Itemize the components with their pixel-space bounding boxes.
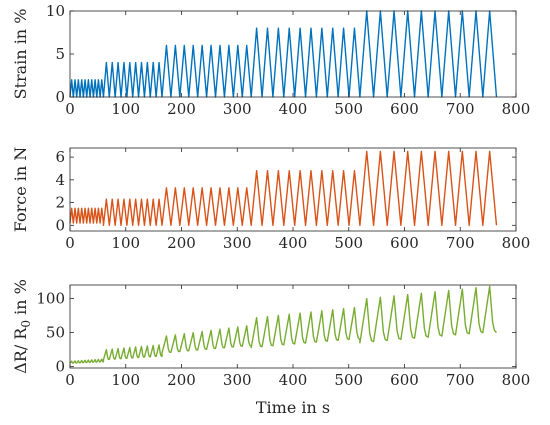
x-tick-label: 600 <box>390 371 419 389</box>
y-tick-label: 4 <box>55 171 65 189</box>
x-tick-label: 0 <box>65 234 75 252</box>
x-tick-label: 0 <box>65 100 75 118</box>
x-tick-label: 100 <box>111 100 140 118</box>
series-line-2 <box>69 285 498 364</box>
y-tick-label: 10 <box>46 2 65 20</box>
x-tick-label: 600 <box>390 100 419 118</box>
series-line-0 <box>69 10 498 98</box>
x-tick-label: 300 <box>223 234 252 252</box>
y-tick-label: 0 <box>55 88 65 106</box>
x-tick-label: 300 <box>223 100 252 118</box>
y-axis-label: Force in N <box>11 147 30 233</box>
x-tick-label: 700 <box>446 234 475 252</box>
y-tick-label: 0 <box>55 358 65 376</box>
x-tick-label: 600 <box>390 234 419 252</box>
x-tick-label: 100 <box>111 234 140 252</box>
y-axis-label: Strain in % <box>11 9 30 100</box>
x-tick-label: 200 <box>167 371 196 389</box>
y-tick-label: 6 <box>55 148 65 166</box>
x-tick-label: 800 <box>502 371 531 389</box>
x-tick-label: 100 <box>111 371 140 389</box>
x-tick-label: 700 <box>446 100 475 118</box>
series-line-1 <box>69 150 498 227</box>
x-axis-label: Time in s <box>256 398 330 417</box>
x-tick-label: 300 <box>223 371 252 389</box>
y-tick-label: 50 <box>46 324 65 342</box>
x-tick-label: 400 <box>279 234 308 252</box>
x-tick-label: 200 <box>167 100 196 118</box>
x-tick-label: 400 <box>279 371 308 389</box>
y-tick-label: 5 <box>55 45 65 63</box>
y-tick-label: 0 <box>55 216 65 234</box>
x-tick-label: 200 <box>167 234 196 252</box>
y-tick-label: 2 <box>55 194 65 212</box>
y-tick-label: 100 <box>36 290 65 308</box>
x-tick-label: 500 <box>334 234 363 252</box>
x-tick-label: 800 <box>502 234 531 252</box>
y-axis-label: ΔR/ R0 in % <box>11 279 33 374</box>
x-tick-label: 500 <box>334 100 363 118</box>
x-tick-label: 500 <box>334 371 363 389</box>
x-tick-label: 800 <box>502 100 531 118</box>
x-tick-label: 700 <box>446 371 475 389</box>
x-tick-label: 400 <box>279 100 308 118</box>
x-tick-label: 0 <box>65 371 75 389</box>
